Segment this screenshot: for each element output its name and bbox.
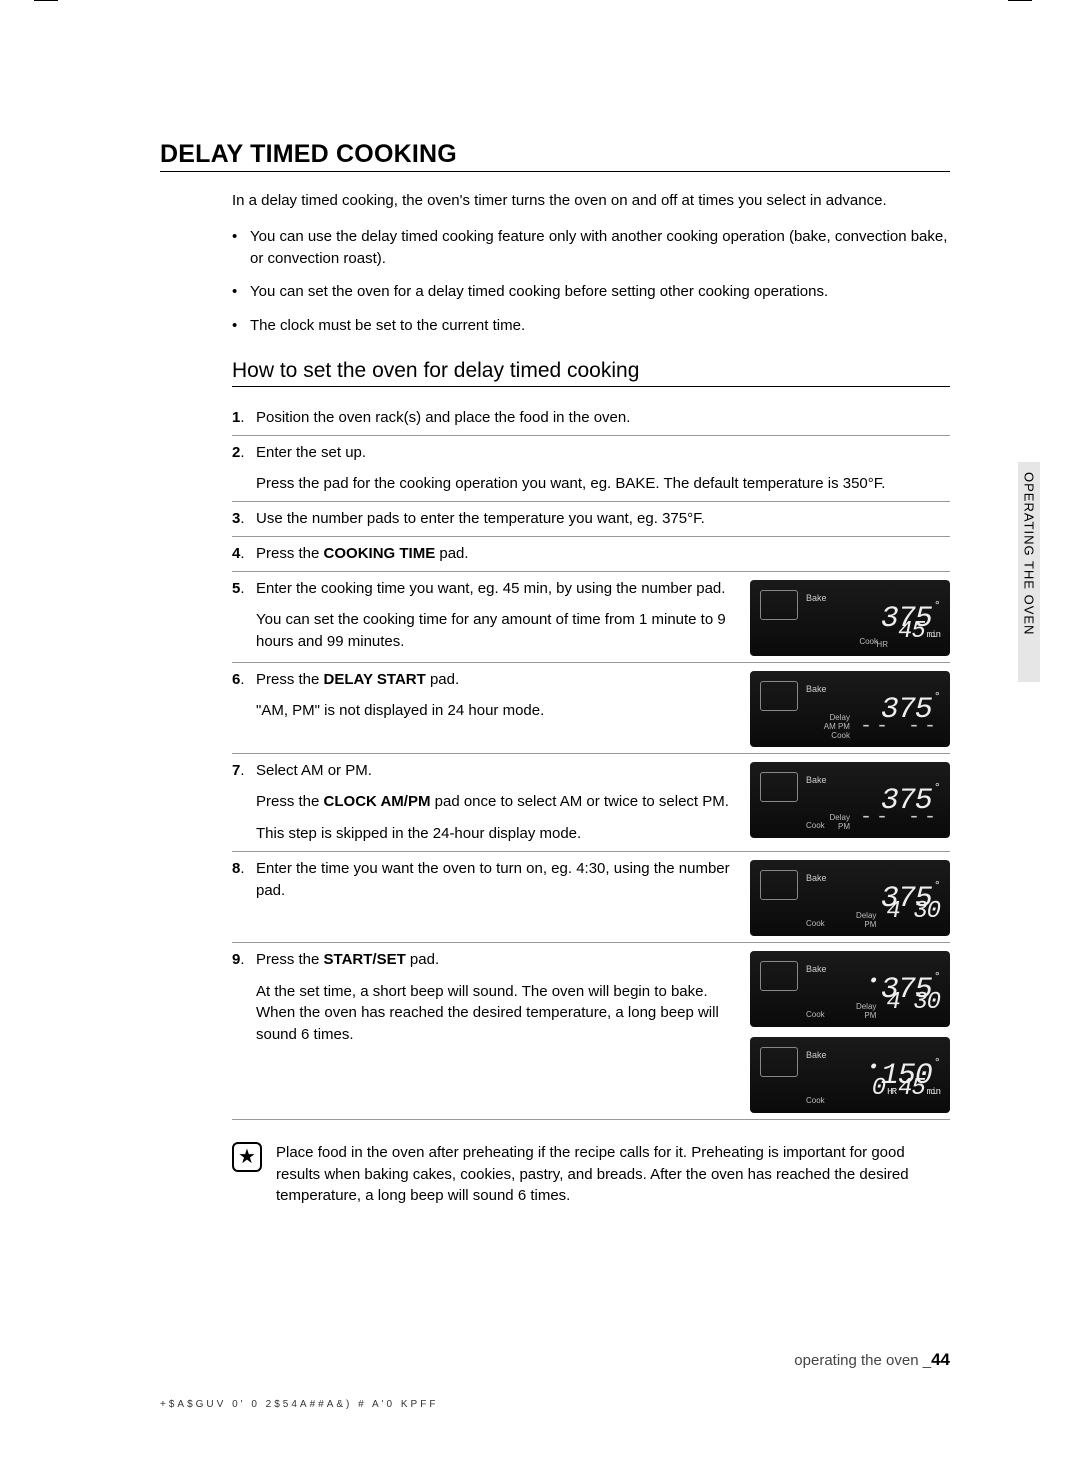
side-tab-label: OPERATING THE OVEN [1022,472,1037,635]
steps-list: 1. Position the oven rack(s) and place t… [232,401,950,1120]
crop-mark [34,0,58,1]
star-icon: ★ [232,1142,262,1172]
bullet-list: You can use the delay timed cooking feat… [232,226,950,337]
step-5: 5. Enter the cooking time you want, eg. … [232,572,950,663]
step-9: 9. Press the START/SET pad. At the set t… [232,943,950,1120]
display-panel-7: Bake 375° Cook Delay PM -- -- [750,762,950,838]
section-title: DELAY TIMED COOKING [160,140,950,172]
sub-title: How to set the oven for delay timed cook… [232,359,950,387]
note-row: ★ Place food in the oven after preheatin… [232,1142,950,1207]
display-panel-9a: Bake •375° Cook Delay PM 4 30 [750,951,950,1027]
step-8: 8. Enter the time you want the oven to t… [232,852,950,943]
display-panel-8: Bake 375° Cook Delay PM 4 30 [750,860,950,936]
step-3: 3. Use the number pads to enter the temp… [232,502,950,537]
note-text: Place food in the oven after preheating … [276,1142,950,1207]
side-tab: OPERATING THE OVEN [1018,462,1040,682]
step-4-text: Press the COOKING TIME pad. [256,543,942,565]
step-4: 4. Press the COOKING TIME pad. [232,537,950,572]
intro-text: In a delay timed cooking, the oven's tim… [232,190,950,212]
crop-mark [1008,0,1032,1]
step-7: 7. Select AM or PM. Press the CLOCK AM/P… [232,754,950,852]
step-6: 6. Press the DELAY START pad. "AM, PM" i… [232,663,950,754]
step-2: 2. Enter the set up. Press the pad for t… [232,436,950,503]
display-panel-9b: Bake •150° Cook 0HR45min [750,1037,950,1113]
bullet-item: You can use the delay timed cooking feat… [232,226,950,270]
step-1: 1. Position the oven rack(s) and place t… [232,401,950,436]
bullet-item: The clock must be set to the current tim… [232,315,950,337]
page-footer: operating the oven _44 [794,1350,950,1370]
display-panel-6: Bake 375° Delay AM PM Cook -- -- [750,671,950,747]
bullet-item: You can set the oven for a delay timed c… [232,281,950,303]
display-panel-5: Bake 375° Cook HR 45min [750,580,950,656]
print-code: +$A$GUV 0' 0 2$54A##A&) # A'0 KPFF [160,1399,438,1410]
page: DELAY TIMED COOKING In a delay timed coo… [70,30,1010,1430]
